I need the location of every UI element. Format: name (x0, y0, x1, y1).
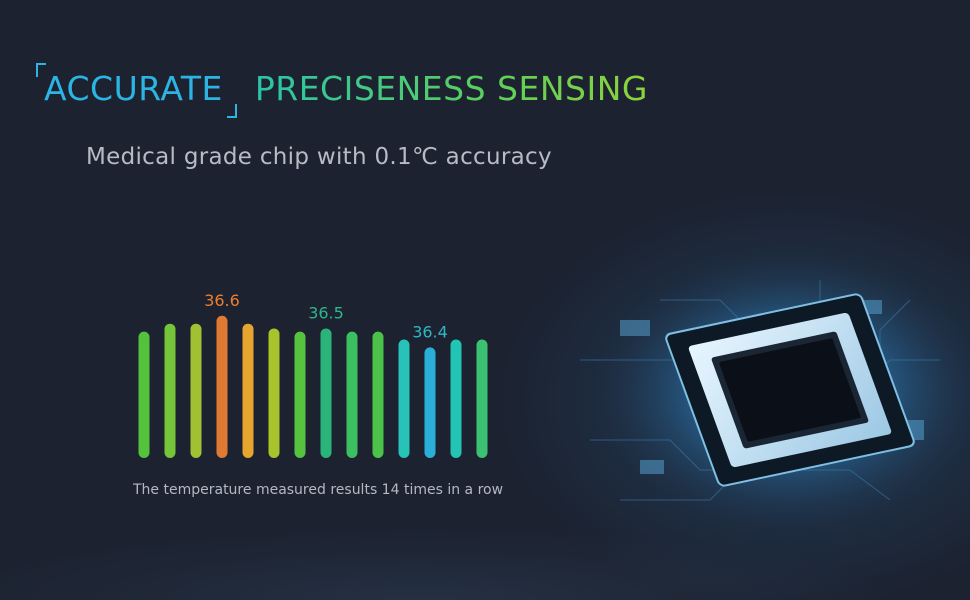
bar-2 (164, 323, 176, 458)
bar-11 (398, 339, 410, 458)
data-label-4: 36.6 (204, 291, 240, 310)
bar-8 (320, 328, 332, 458)
bar-9 (346, 331, 358, 458)
bracket-bottom-right (226, 103, 237, 118)
bar-12 (424, 347, 436, 458)
data-label-8: 36.5 (308, 303, 344, 322)
chart-caption: The temperature measured results 14 time… (133, 482, 504, 498)
headline-word1-text: ACCURATE (44, 68, 223, 108)
headline-preciseness-sensing: PRECISENESS SENSING (254, 68, 648, 108)
headline: ACCURATE PRECISENESS SENSING (36, 58, 648, 118)
bar-5 (242, 323, 254, 458)
bar-4 (216, 315, 228, 458)
bar-13 (450, 339, 462, 458)
bar-3 (190, 323, 202, 458)
data-label-12: 36.4 (412, 322, 448, 341)
bar-6 (268, 328, 280, 458)
chip-illustration (560, 240, 970, 550)
temperature-bar-chart: 36.6 36.5 36.4 (120, 280, 520, 470)
bar-1 (138, 331, 150, 458)
bar-14 (476, 339, 488, 458)
bar-7 (294, 331, 306, 458)
bracket-top-left (36, 62, 46, 77)
chip-icon (580, 240, 970, 540)
headline-accurate: ACCURATE (36, 62, 237, 118)
bar-10 (372, 331, 384, 458)
chart-svg: 36.6 36.5 36.4 (138, 291, 488, 458)
subline: Medical grade chip with 0.1℃ accuracy (86, 144, 552, 170)
